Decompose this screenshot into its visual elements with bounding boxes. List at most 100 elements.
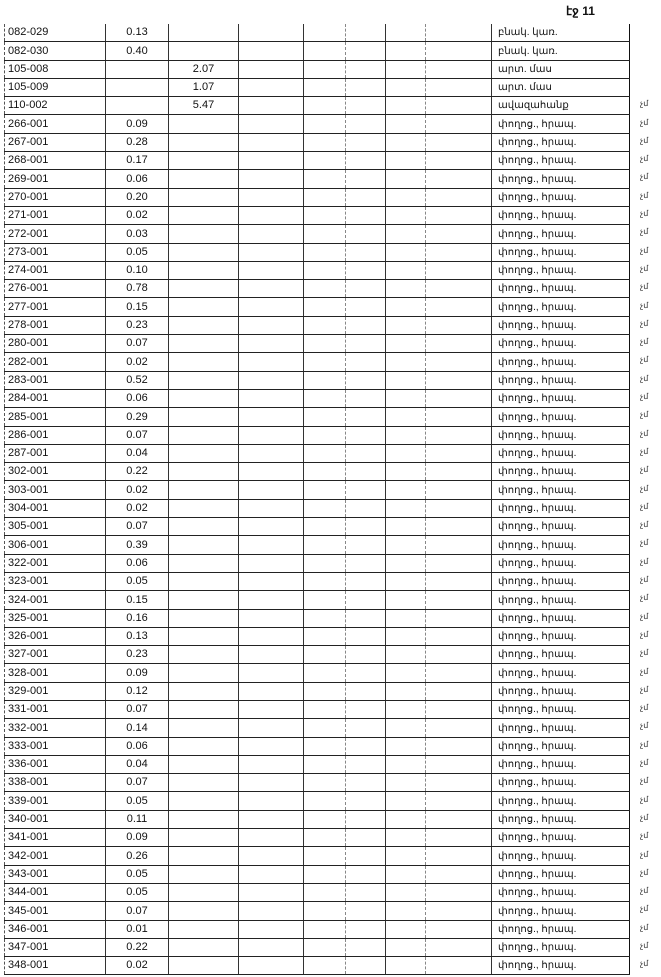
empty-cell	[345, 609, 386, 628]
empty-cell	[345, 810, 386, 830]
empty-cell	[303, 572, 346, 592]
land-use-cell: փողոց., հրապ.	[491, 426, 630, 445]
empty-cell	[238, 407, 304, 427]
table-row: 280-001 0.07 փողոց., հրապ.	[4, 334, 630, 354]
margin-mark: չմ	[640, 99, 649, 109]
land-use-cell: փողոց., հրապ.	[491, 938, 630, 958]
area-a-cell: 0.05	[105, 883, 169, 903]
area-a-cell: 0.04	[105, 755, 169, 775]
empty-cell	[385, 901, 426, 921]
margin-mark: չմ	[640, 739, 649, 749]
table-row: 336-001 0.04 փողոց., հրապ.	[4, 755, 630, 775]
parcel-id-cell: 340-001	[4, 810, 106, 830]
area-a-cell: 0.09	[105, 828, 169, 848]
area-b-cell	[168, 151, 239, 171]
empty-cell	[303, 169, 346, 189]
table-row: 105-008 2.07 արտ. մաս	[4, 60, 630, 79]
empty-cell	[385, 883, 426, 903]
empty-cell	[238, 499, 304, 519]
empty-cell	[345, 352, 386, 372]
empty-cell	[385, 24, 426, 43]
empty-cell	[303, 755, 346, 775]
land-use-cell: փողոց., հրապ.	[491, 297, 630, 317]
empty-cell	[385, 352, 426, 372]
area-a-cell: 0.06	[105, 169, 169, 189]
area-b-cell	[168, 920, 239, 939]
table-row: 273-001 0.05 փողոց., հրապ.	[4, 243, 630, 262]
empty-cell	[385, 279, 426, 299]
table-row: 327-001 0.23 փողոց., հրապ.	[4, 645, 630, 665]
empty-cell	[238, 334, 304, 354]
margin-mark: չմ	[640, 465, 649, 475]
empty-cell	[238, 78, 304, 98]
land-use-cell: փողոց., հրապ.	[491, 279, 630, 299]
parcel-id-cell: 286-001	[4, 426, 106, 445]
page-number: էջ 11	[566, 4, 595, 18]
land-use-cell: փողոց., հրապ.	[491, 846, 630, 866]
empty-cell	[385, 938, 426, 958]
empty-cell	[303, 700, 346, 720]
empty-cell	[385, 627, 426, 647]
land-use-cell: փողոց., հրապ.	[491, 718, 630, 738]
empty-cell	[345, 791, 386, 811]
area-b-cell	[168, 297, 239, 317]
area-a-cell: 0.26	[105, 846, 169, 866]
table-row: 305-001 0.07 փողոց., հրապ.	[4, 517, 630, 537]
empty-cell	[425, 682, 492, 701]
empty-cell	[345, 554, 386, 573]
area-a-cell: 0.22	[105, 938, 169, 958]
land-use-cell: արտ. մաս	[491, 78, 630, 98]
table-row: 306-001 0.39 փողոց., հրապ.	[4, 535, 630, 555]
margin-mark: չմ	[640, 831, 649, 841]
parcel-id-cell: 306-001	[4, 535, 106, 555]
land-use-cell: փողոց., հրապ.	[491, 828, 630, 848]
empty-cell	[385, 407, 426, 427]
table-row: 082-029 0.13 բնակ. կառ.	[4, 24, 630, 43]
empty-cell	[425, 663, 492, 683]
parcel-id-cell: 338-001	[4, 773, 106, 793]
empty-cell	[238, 480, 304, 500]
table-row: 303-001 0.02 փողոց., հրապ.	[4, 480, 630, 500]
parcel-id-cell: 323-001	[4, 572, 106, 592]
empty-cell	[303, 956, 346, 976]
empty-cell	[385, 791, 426, 811]
empty-cell	[425, 572, 492, 592]
area-b-cell	[168, 865, 239, 884]
table-row: 269-001 0.06 փողոց., հրապ.	[4, 169, 630, 189]
margin-mark: չմ	[640, 227, 649, 237]
land-use-cell: արտ. մաս	[491, 60, 630, 79]
empty-cell	[303, 151, 346, 171]
empty-cell	[345, 316, 386, 336]
land-use-cell: փողոց., հրապ.	[491, 371, 630, 390]
empty-cell	[425, 316, 492, 336]
empty-cell	[238, 517, 304, 537]
margin-mark: չմ	[640, 410, 649, 420]
area-a-cell: 0.03	[105, 224, 169, 244]
empty-cell	[425, 352, 492, 372]
land-use-cell: փողոց., հրապ.	[491, 462, 630, 482]
parcel-id-cell: 302-001	[4, 462, 106, 482]
area-a-cell: 0.07	[105, 700, 169, 720]
empty-cell	[303, 224, 346, 244]
empty-cell	[425, 169, 492, 189]
empty-cell	[238, 60, 304, 79]
area-b-cell	[168, 334, 239, 354]
area-b-cell	[168, 243, 239, 262]
margin-mark: չմ	[640, 776, 649, 786]
empty-cell	[303, 590, 346, 610]
area-a-cell: 0.12	[105, 682, 169, 701]
land-use-cell: փողոց., հրապ.	[491, 663, 630, 683]
area-a-cell: 0.06	[105, 389, 169, 409]
empty-cell	[303, 609, 346, 628]
margin-mark: չմ	[640, 593, 649, 603]
empty-cell	[345, 444, 386, 464]
empty-cell	[238, 206, 304, 226]
land-use-cell: փողոց., հրապ.	[491, 444, 630, 464]
margin-mark: չմ	[640, 721, 649, 731]
empty-cell	[238, 718, 304, 738]
empty-cell	[238, 151, 304, 171]
margin-mark: չմ	[640, 355, 649, 365]
land-use-cell: փողոց., հրապ.	[491, 700, 630, 720]
empty-cell	[385, 682, 426, 701]
area-a-cell: 0.23	[105, 316, 169, 336]
